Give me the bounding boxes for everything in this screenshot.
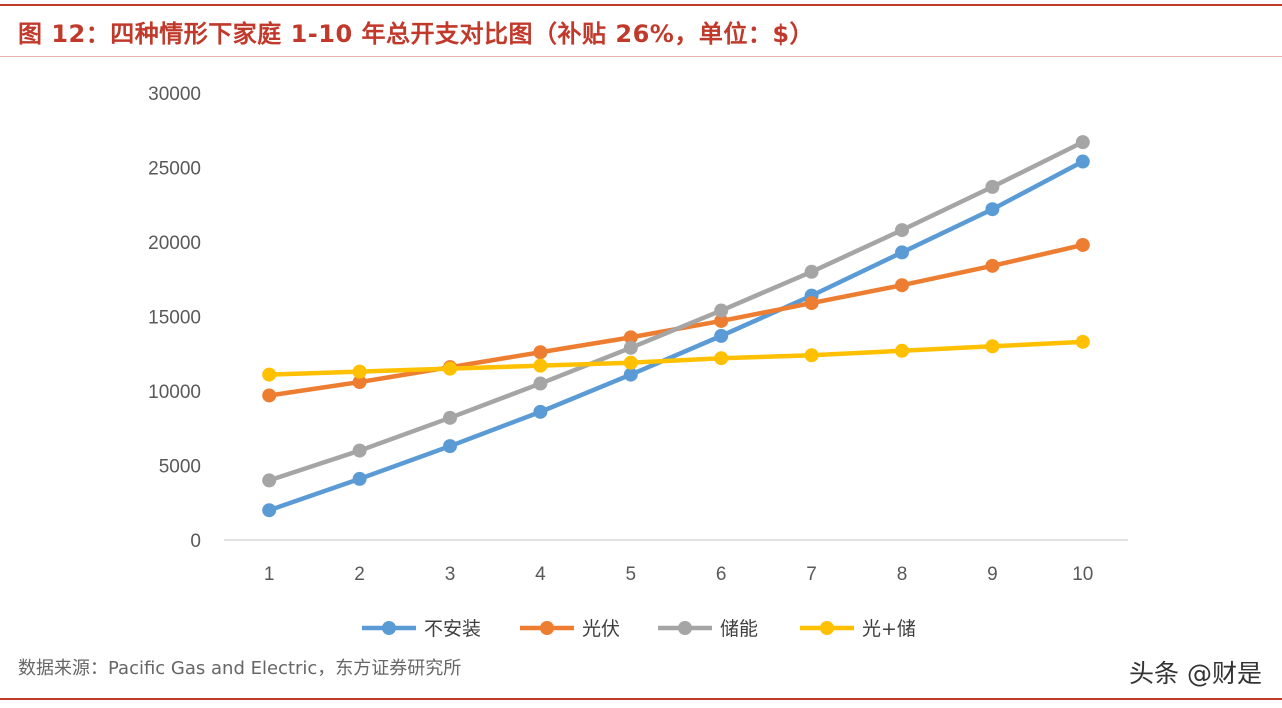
x-tick-label: 4 [535, 564, 546, 585]
x-axis: 1 2 3 4 5 6 7 8 9 10 [224, 539, 1128, 585]
data-point [352, 443, 367, 458]
x-tick-label: 10 [1072, 564, 1093, 585]
source-note: 数据来源：Pacific Gas and Electric，东方证券研究所 [18, 658, 462, 679]
top-border [0, 4, 1282, 6]
series-3 [262, 135, 1090, 488]
data-point [895, 223, 909, 238]
data-point [623, 330, 638, 345]
data-point [262, 388, 277, 403]
title-divider [0, 56, 1282, 57]
data-point [895, 278, 909, 293]
data-point [714, 313, 729, 328]
x-tick-label: 6 [716, 564, 727, 585]
series-line [268, 159, 1084, 513]
legend-marker [678, 621, 692, 635]
x-tick-label: 5 [626, 564, 637, 585]
data-point [895, 245, 909, 260]
x-tick-label: 7 [806, 564, 817, 585]
data-point [804, 348, 819, 363]
bottom-border [0, 698, 1282, 700]
legend-label: 光+储 [862, 618, 916, 640]
x-tick-label: 8 [897, 564, 908, 585]
data-point [262, 503, 277, 518]
data-point [804, 296, 819, 311]
series-layer [262, 135, 1090, 518]
legend-label: 光伏 [582, 618, 620, 640]
data-point [533, 358, 548, 373]
y-tick-label: 25000 [148, 159, 201, 180]
data-point [985, 339, 1000, 354]
data-point [533, 404, 548, 419]
y-tick-label: 15000 [148, 308, 201, 329]
x-tick-label: 2 [354, 564, 365, 585]
data-point [714, 303, 729, 318]
data-point [352, 471, 367, 486]
series-line [268, 242, 1084, 398]
series-2 [262, 237, 1090, 403]
watermark: 头条 @财是 [1129, 659, 1262, 688]
data-point [804, 264, 819, 279]
data-point [985, 202, 1000, 217]
legend-marker [820, 621, 834, 635]
legend-marker [540, 621, 554, 635]
y-tick-label: 30000 [148, 84, 201, 105]
data-point [895, 343, 909, 358]
data-point [623, 367, 638, 382]
chart-title: 图 12：四种情形下家庭 1-10 年总开支对比图（补贴 26%，单位：$） [18, 20, 815, 48]
x-tick-label: 1 [264, 564, 275, 585]
legend-item: 光+储 [800, 618, 916, 640]
data-point [352, 364, 367, 379]
legend-marker [382, 621, 396, 635]
legend-label: 不安装 [424, 618, 481, 640]
y-axis: 0 5000 10000 15000 20000 25000 30000 [148, 84, 201, 552]
data-point [1075, 237, 1090, 252]
data-point [262, 473, 277, 488]
data-point [443, 361, 457, 376]
x-tick-label: 3 [445, 564, 456, 585]
data-point [533, 376, 548, 391]
y-tick-label: 10000 [148, 382, 201, 403]
series-line [268, 140, 1084, 483]
data-point [1075, 135, 1090, 150]
legend-item: 储能 [658, 618, 758, 640]
legend-item: 不安装 [362, 618, 481, 640]
y-tick-label: 5000 [159, 457, 201, 478]
data-point [352, 375, 367, 390]
x-tick-label: 9 [987, 564, 998, 585]
data-point [714, 351, 729, 366]
data-point [262, 367, 277, 382]
legend: 不安装 光伏 储能 光+储 [362, 618, 916, 640]
y-tick-label: 20000 [148, 233, 201, 254]
data-point [623, 355, 638, 370]
legend-label: 储能 [720, 618, 758, 640]
data-point [1075, 154, 1090, 169]
series-line [269, 339, 1083, 377]
data-point [443, 439, 457, 454]
series-4 [262, 334, 1090, 382]
y-tick-label: 0 [190, 531, 201, 552]
data-point [443, 410, 457, 425]
data-point [985, 179, 1000, 194]
data-point [623, 340, 638, 355]
data-point [533, 345, 548, 360]
data-point [1075, 334, 1090, 349]
data-point [714, 328, 729, 343]
legend-item: 光伏 [520, 618, 620, 640]
data-point [985, 258, 1000, 273]
series-1 [262, 154, 1090, 518]
